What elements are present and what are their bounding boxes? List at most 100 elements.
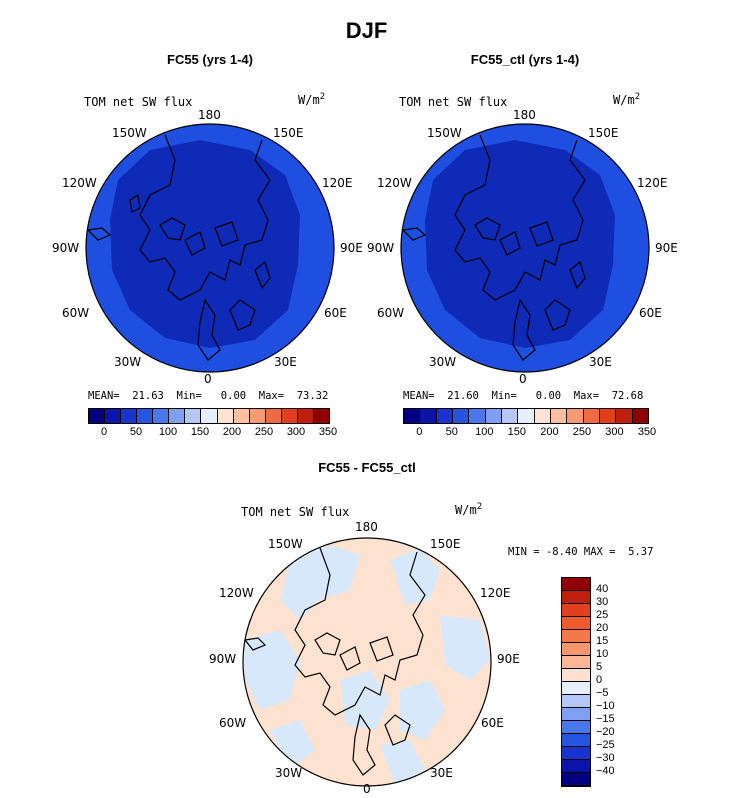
colorbar-swatch <box>562 695 590 708</box>
lon-30w: 30W <box>114 355 142 369</box>
stats-fc55-ctl: MEAN= 21.60 Min= 0.00 Max= 72.68 <box>403 390 644 402</box>
colorbar-tick-label: 50 <box>445 426 458 438</box>
colorbar-tick-label: 25 <box>596 609 609 621</box>
colorbar-swatch <box>185 409 202 423</box>
diff-negative-regions <box>243 545 490 785</box>
colorbar-swatch <box>562 630 590 643</box>
colorbar-swatch <box>105 409 122 423</box>
colorbar-swatch <box>436 409 453 423</box>
lon-120e: 120E <box>637 176 668 190</box>
colorbar-tick-label: 200 <box>540 426 559 438</box>
lon-30w: 30W <box>275 766 303 780</box>
colorbar-swatch <box>249 409 266 423</box>
colorbar-swatch <box>616 409 633 423</box>
colorbar-tick-label: 350 <box>318 426 338 438</box>
colorbar-swatch <box>265 409 282 423</box>
colorbar-swatch <box>534 409 551 423</box>
colorbar-swatch <box>420 409 437 423</box>
colorbar-swatch <box>562 773 590 786</box>
colorbar-swatch <box>201 409 218 423</box>
lon-0: 0 <box>363 782 371 796</box>
colorbar-tick-label: 40 <box>596 583 609 595</box>
colorbar-swatch <box>562 604 590 617</box>
lon-90e: 90E <box>340 241 363 255</box>
colorbar-tick-label: 0 <box>416 426 423 438</box>
colorbar-fc55-ctl <box>403 408 649 424</box>
colorbar-swatch <box>562 591 590 604</box>
lon-90w: 90W <box>52 241 80 255</box>
colorbar-tick-label: 30 <box>596 596 609 608</box>
colorbar-tick-label: 5 <box>596 661 603 673</box>
lon-150w: 150W <box>112 126 147 140</box>
colorbar-tick-label: −30 <box>596 752 615 764</box>
colorbar-ticks-fc55: 0 50 100 150 200 250 300 350 <box>88 426 337 440</box>
lon-60w: 60W <box>219 716 247 730</box>
lon-30e: 30E <box>589 355 612 369</box>
colorbar-swatch <box>562 682 590 695</box>
colorbar-swatch <box>404 409 421 423</box>
colorbar-tick-label: −15 <box>596 713 615 725</box>
colorbar-swatch <box>153 409 170 423</box>
coastlines <box>86 134 271 361</box>
colorbar-swatch <box>550 409 568 423</box>
colorbar-tick-label: 300 <box>286 426 306 438</box>
units-label: W/m2 <box>613 92 641 107</box>
colorbar-tick-label: 100 <box>158 426 178 438</box>
lon-150e: 150E <box>273 126 304 140</box>
map-inner-fill <box>110 140 300 348</box>
colorbar-swatch <box>632 409 648 423</box>
lon-0: 0 <box>204 372 212 386</box>
lon-60w: 60W <box>377 306 405 320</box>
colorbar-tick-label: −5 <box>596 687 609 699</box>
colorbar-swatch <box>562 656 590 669</box>
variable-label: TOM net SW flux <box>241 505 350 519</box>
colorbar-swatch <box>562 760 590 773</box>
colorbar-swatch <box>469 409 486 423</box>
lon-120e: 120E <box>480 586 511 600</box>
colorbar-swatch <box>89 409 106 423</box>
lon-90w: 90W <box>367 241 395 255</box>
colorbar-diff <box>561 577 591 787</box>
colorbar-swatch <box>562 734 590 747</box>
colorbar-swatch <box>518 409 535 423</box>
lon-150w: 150W <box>427 126 462 140</box>
units-label: W/m2 <box>298 92 326 107</box>
lon-60e: 60E <box>639 306 662 320</box>
colorbar-swatch <box>452 409 470 423</box>
colorbar-tick-label: −10 <box>596 700 615 712</box>
lon-90e: 90E <box>655 241 678 255</box>
lon-90e: 90E <box>497 652 520 666</box>
colorbar-tick-label: 15 <box>596 635 609 647</box>
colorbar-swatch <box>599 409 617 423</box>
lon-180: 180 <box>198 108 221 122</box>
colorbar-swatch <box>562 578 590 591</box>
panel-title-diff: FC55 - FC55_ctl <box>318 460 416 475</box>
colorbar-swatch <box>562 747 590 760</box>
colorbar-swatch <box>233 409 250 423</box>
colorbar-tick-label: −25 <box>596 739 615 751</box>
lon-180: 180 <box>355 520 378 534</box>
colorbar-swatch <box>562 669 590 682</box>
colorbar-tick-label: 250 <box>572 426 592 438</box>
lon-60e: 60E <box>324 306 347 320</box>
lon-150e: 150E <box>430 537 461 551</box>
lon-30w: 30W <box>429 355 457 369</box>
colorbar-tick-label: 50 <box>129 426 143 438</box>
colorbar-fc55 <box>88 408 330 424</box>
lon-60w: 60W <box>62 306 90 320</box>
colorbar-tick-label: 200 <box>222 426 242 438</box>
units-label: W/m2 <box>455 502 483 517</box>
colorbar-swatch <box>313 409 329 423</box>
stats-diff: MIN = -8.40 MAX = 5.37 <box>508 546 654 558</box>
colorbar-tick-label: 10 <box>596 648 609 660</box>
colorbar-swatch <box>217 409 234 423</box>
lon-120w: 120W <box>62 176 97 190</box>
colorbar-swatch <box>121 409 138 423</box>
colorbar-swatch <box>485 409 502 423</box>
colorbar-swatch <box>562 617 590 630</box>
colorbar-swatch <box>583 409 600 423</box>
lon-120e: 120E <box>322 176 353 190</box>
colorbar-tick-label: 100 <box>475 426 494 438</box>
colorbar-tick-label: 150 <box>190 426 210 438</box>
